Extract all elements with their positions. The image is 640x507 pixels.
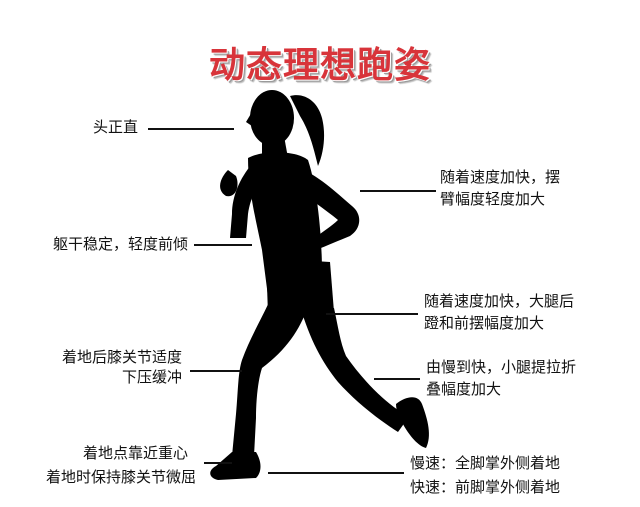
label-arm-2: 臂幅度轻度加大 [440,190,546,208]
leader-line-calf [374,378,420,380]
label-knee-buffer-2: 下压缓冲 [121,368,182,386]
label-thigh-2: 蹬和前摆幅度加大 [424,314,545,332]
label-arm-1: 随着速度加快，摆 [440,168,561,186]
leader-line-arm [360,190,436,192]
label-thigh-1: 随着速度加快，大腿后 [424,292,575,310]
label-calf-2: 叠幅度加大 [426,380,502,398]
label-foot-2: 快速：前脚掌外侧着地 [410,478,561,496]
label-head: 头正直 [92,118,138,136]
label-knee-buffer-1: 着地后膝关节适度 [61,348,182,366]
leader-line-knee [190,370,242,372]
leader-line-landing [204,462,232,464]
label-torso: 躯干稳定，轻度前倾 [52,235,188,253]
leader-line-head [148,128,234,130]
label-landing-1: 着地点靠近重心 [82,444,188,462]
label-foot-1: 慢速：全脚掌外侧着地 [410,454,561,472]
page-title: 动态理想跑姿 [208,45,431,86]
label-calf-1: 由慢到快，小腿提拉折 [426,358,577,376]
leader-line-torso [194,244,252,246]
label-landing-2: 着地时保持膝关节微屈 [45,468,196,486]
leader-line-thigh [326,313,418,315]
leader-line-foot [268,472,404,474]
